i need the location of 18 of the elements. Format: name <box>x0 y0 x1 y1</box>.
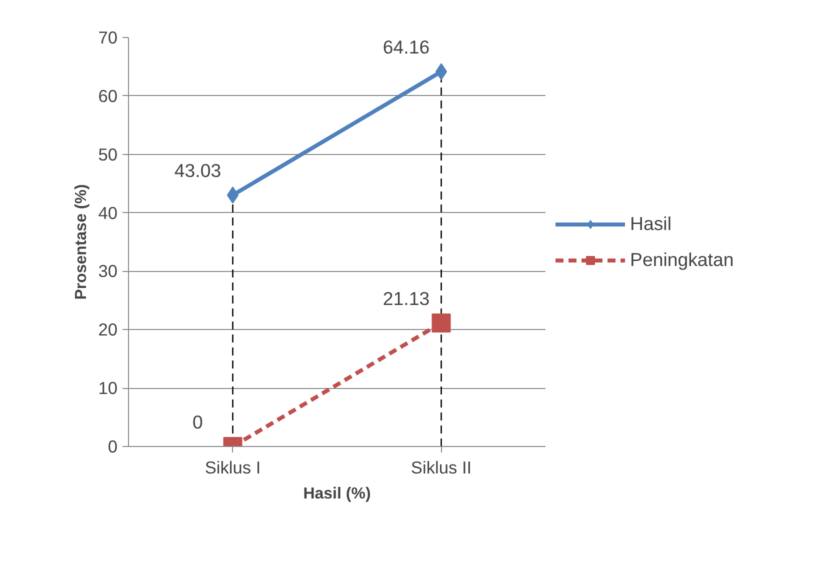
y-tick-label: 20 <box>98 320 118 340</box>
y-tick-label: 0 <box>108 436 118 456</box>
y-tick-label: 60 <box>98 86 118 106</box>
y-tick-label: 70 <box>98 28 118 48</box>
x-tick-label: Siklus I <box>204 458 261 478</box>
y-tick-label: 50 <box>98 144 118 164</box>
y-tick-label: 40 <box>98 202 118 223</box>
y-axis-title: Prosentase (%) <box>73 184 90 300</box>
data-label: 21.13 <box>382 288 430 310</box>
x-tick-label: Siklus II <box>410 458 472 478</box>
data-label: 43.03 <box>174 160 222 182</box>
legend-label: Hasil <box>630 212 672 234</box>
legend-label: Peningkatan <box>630 248 734 270</box>
data-label: 0 <box>192 412 203 432</box>
data-label: 64.16 <box>382 36 430 58</box>
x-axis-title: Hasil (%) <box>303 486 371 502</box>
y-tick-label: 10 <box>98 378 118 398</box>
y-tick-label: 30 <box>98 261 118 282</box>
